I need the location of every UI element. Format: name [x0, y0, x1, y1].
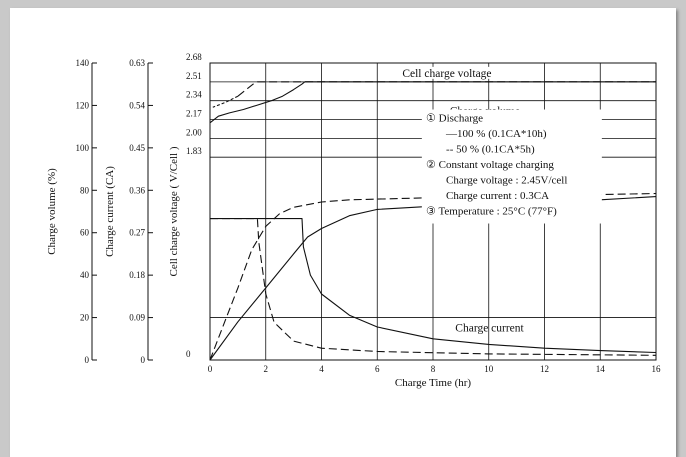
- x-tick-label: 6: [375, 364, 380, 374]
- voltage-dashed-line: [237, 81, 656, 97]
- voltage-tick-label: 2.00: [186, 127, 202, 137]
- volume-tick-label: 0: [85, 355, 90, 365]
- voltage-solid-line: [209, 81, 656, 124]
- voltage-tick-label: 2.17: [186, 109, 202, 119]
- voltage-curve-label: Cell charge voltage: [402, 68, 491, 80]
- x-tick-label: 4: [319, 364, 324, 374]
- current-solid-line: [210, 218, 657, 354]
- voltage-label-background: [400, 66, 505, 79]
- voltage-tick-label: 2.51: [186, 71, 202, 81]
- note-marker: ②: [426, 159, 439, 171]
- x-tick-label: 2: [264, 364, 269, 374]
- note-line: Charge current : 0.3CA: [446, 190, 549, 202]
- current-tick-label: 0.54: [129, 100, 145, 110]
- charge-characteristics-chart: 0 2 4 6 8 10 12 14 16 Charge Time (hr) 0 1.83 2.00 2.…: [46, 52, 662, 389]
- note-text: Charge current : 0.3CA: [446, 190, 549, 202]
- volume-tick-label: 100: [76, 143, 90, 153]
- note-text: Temperature : 25°C (77°F): [438, 206, 557, 218]
- x-tick-label: 16: [652, 364, 662, 374]
- volume-axis-title: Charge volume (%): [46, 168, 58, 255]
- x-tick-label: 14: [596, 364, 606, 374]
- x-tick-label: 10: [484, 364, 494, 374]
- current-tick-label: 0: [141, 355, 146, 365]
- volume-tick-label: 60: [80, 228, 90, 238]
- note-line: ① Discharge: [426, 113, 483, 125]
- x-axis-title: Charge Time (hr): [395, 377, 472, 389]
- x-tick-label: 0: [208, 364, 213, 374]
- notes-background: [421, 109, 602, 224]
- note-marker: ①: [426, 113, 439, 125]
- chart-paper: 0 2 4 6 8 10 12 14 16 Charge Time (hr) 0 1.83 2.00 2.…: [10, 8, 676, 457]
- note-text: —100 % (0.1CA*10h): [445, 128, 547, 140]
- voltage-tick-label: 0: [186, 349, 191, 359]
- current-tick-label: 0.36: [129, 185, 145, 195]
- volume-tick-label: 120: [76, 100, 90, 110]
- current-axis-title: Charge current (CA): [104, 166, 116, 257]
- current-tick-label: 0.09: [129, 313, 145, 323]
- plot-border: [209, 62, 657, 361]
- note-text: Charge voltage : 2.45V/cell: [446, 175, 567, 187]
- volume-tick-label: 40: [80, 270, 90, 280]
- volume-tick-label: 80: [80, 185, 90, 195]
- note-line: —100 % (0.1CA*10h): [445, 128, 547, 140]
- note-marker: ③: [426, 206, 438, 218]
- voltage-dotted-line: [212, 95, 239, 108]
- current-curve-label: Charge current: [455, 323, 524, 335]
- note-line: Charge voltage : 2.45V/cell: [446, 175, 567, 187]
- x-tick-label: 8: [431, 364, 436, 374]
- note-line: -- 50 % (0.1CA*5h): [446, 144, 535, 156]
- note-text: Discharge: [439, 113, 484, 125]
- voltage-tick-label: 1.83: [186, 146, 202, 156]
- current-tick-label: 0.45: [129, 143, 145, 153]
- note-text: Constant voltage charging: [439, 159, 555, 171]
- voltage-axis-title: Cell charge voltage ( V/Cell ): [168, 146, 180, 276]
- note-line: ③ Temperature : 25°C (77°F): [426, 206, 557, 218]
- note-line: ② Constant voltage charging: [426, 159, 554, 171]
- voltage-tick-label: 2.68: [186, 52, 202, 62]
- note-text: -- 50 % (0.1CA*5h): [446, 144, 535, 156]
- current-tick-label: 0.27: [129, 228, 145, 238]
- current-tick-label: 0.18: [129, 270, 145, 280]
- volume-tick-label: 20: [80, 313, 90, 323]
- volume-tick-label: 140: [76, 58, 90, 68]
- x-tick-label: 12: [540, 364, 549, 374]
- voltage-tick-label: 2.34: [186, 90, 202, 100]
- current-tick-label: 0.63: [129, 58, 145, 68]
